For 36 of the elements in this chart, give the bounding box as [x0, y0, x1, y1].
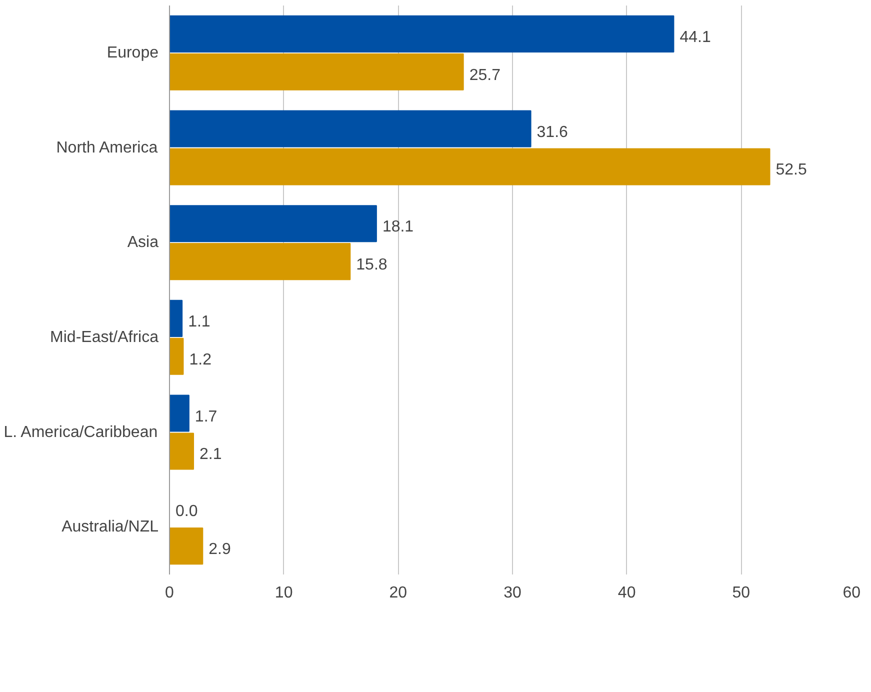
x-tick-label: 30	[504, 584, 522, 602]
bar	[170, 528, 204, 565]
bar	[170, 394, 190, 432]
data-label: 0.0	[176, 503, 198, 520]
x-tick-label: 60	[842, 584, 861, 602]
y-tick-label: L. America/Caribbean	[4, 424, 158, 441]
bar	[170, 110, 532, 148]
y-tick-label: Asia	[127, 234, 159, 252]
x-tick-label: 40	[618, 584, 636, 602]
data-label: 2.9	[208, 541, 231, 558]
data-label: 25.7	[469, 66, 501, 84]
bar	[170, 15, 674, 52]
data-label: 52.5	[776, 162, 807, 179]
y-tick-label: Mid-East/Africa	[50, 328, 159, 346]
bar	[170, 205, 377, 242]
data-label: 1.1	[188, 313, 210, 330]
x-tick-label: 50	[732, 584, 750, 602]
x-tick-label: 20	[389, 584, 408, 602]
bar	[170, 53, 464, 90]
x-tick-label: 10	[274, 584, 293, 602]
x-tick-label: 0	[165, 584, 174, 602]
y-tick-label: North America	[56, 139, 158, 156]
bar	[170, 300, 183, 337]
data-label: 1.2	[189, 351, 212, 368]
data-label: 2.1	[200, 446, 222, 464]
data-label: 1.7	[194, 408, 218, 426]
data-label: 18.1	[382, 218, 414, 236]
y-tick-label: Australia/NZL	[62, 518, 159, 536]
y-tick-label: Europe	[106, 44, 159, 62]
bar	[170, 148, 770, 186]
bar	[170, 338, 184, 375]
data-label: 44.1	[680, 28, 711, 46]
bar	[170, 243, 351, 280]
data-label: 15.8	[356, 256, 388, 274]
bar	[170, 432, 194, 470]
data-label: 31.6	[536, 124, 568, 141]
